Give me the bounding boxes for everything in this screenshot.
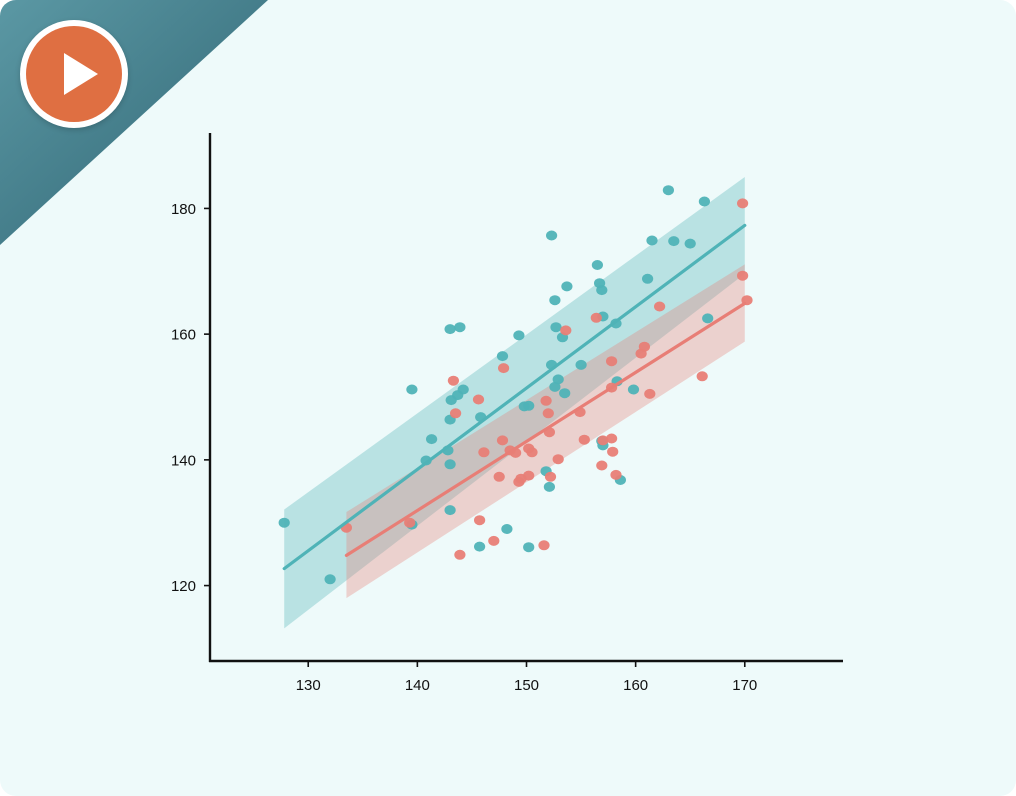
x-tick-label-160: 160 — [623, 677, 648, 694]
data-point-s2-30 — [596, 460, 608, 471]
data-point-s1-37 — [596, 285, 608, 296]
data-point-s2-3 — [447, 375, 459, 386]
data-point-s1-11 — [457, 384, 469, 395]
data-point-s2-41 — [696, 371, 708, 382]
data-point-s2-34 — [606, 356, 618, 367]
data-point-s2-5 — [454, 549, 466, 560]
data-point-s2-7 — [474, 515, 486, 526]
data-point-s1-17 — [474, 541, 486, 552]
data-point-s2-22 — [542, 408, 554, 419]
data-point-s2-8 — [478, 447, 490, 458]
data-point-s2-29 — [590, 312, 602, 323]
x-tick-label-140: 140 — [405, 677, 430, 694]
data-point-s1-43 — [642, 273, 654, 284]
data-point-s1-49 — [702, 313, 714, 324]
data-point-s1-31 — [561, 281, 573, 292]
data-point-s1-25 — [546, 230, 558, 241]
data-point-s1-33 — [543, 481, 556, 492]
data-point-s2-42 — [737, 198, 749, 209]
data-point-s2-17 — [523, 470, 535, 481]
regression-line-1 — [282, 223, 747, 571]
y-tick-label-120: 120 — [171, 578, 196, 595]
data-point-s1-5 — [426, 434, 438, 445]
confidence-band-1 — [284, 177, 745, 629]
data-point-s1-45 — [662, 185, 675, 196]
regression-line-2 — [344, 301, 747, 558]
regression-lines — [282, 223, 747, 571]
data-point-s1-27 — [549, 381, 561, 392]
data-point-s1-51 — [575, 359, 587, 370]
data-point-s2-25 — [552, 454, 564, 465]
data-point-s1-44 — [646, 235, 658, 246]
data-point-s1-18 — [496, 351, 509, 362]
data-point-s1-30 — [559, 388, 571, 399]
y-tick-label-140: 140 — [171, 452, 196, 469]
data-point-s2-6 — [472, 394, 485, 405]
data-point-s1-14 — [444, 505, 456, 516]
data-point-s1-48 — [698, 196, 711, 207]
play-button-face[interactable] — [26, 26, 122, 122]
data-point-s2-39 — [644, 388, 656, 399]
data-point-s2-38 — [638, 341, 651, 352]
data-point-s1-23 — [523, 542, 535, 553]
data-point-s2-2 — [404, 517, 416, 528]
y-tick-label-160: 160 — [171, 327, 196, 344]
data-point-s1-46 — [668, 236, 680, 247]
data-point-s2-21 — [540, 395, 552, 406]
data-point-s1-26 — [549, 295, 561, 306]
data-point-s2-32 — [606, 433, 618, 444]
data-point-s1-1 — [278, 517, 290, 528]
data-point-s2-20 — [538, 540, 550, 551]
data-point-s1-19 — [501, 524, 513, 534]
x-tick-label-150: 150 — [514, 677, 539, 694]
data-point-s2-10 — [493, 471, 505, 482]
data-point-s1-2 — [324, 574, 336, 585]
data-point-s1-20 — [513, 330, 525, 341]
data-point-s1-52 — [627, 384, 640, 395]
y-tick-label-180: 180 — [171, 201, 196, 218]
data-point-s1-28 — [552, 374, 564, 385]
data-point-s2-36 — [610, 469, 622, 480]
data-point-s2-24 — [544, 471, 557, 482]
data-point-s1-13 — [454, 322, 466, 333]
data-point-s1-34 — [591, 260, 604, 270]
play-icon — [64, 53, 98, 95]
data-point-s1-22 — [523, 400, 535, 411]
x-tick-label-130: 130 — [296, 677, 321, 694]
axes: 130 140 150 160 170 120 140 160 180 — [171, 133, 843, 694]
data-point-s2-40 — [654, 301, 666, 312]
data-point-s1-3 — [406, 384, 418, 395]
data-point-s1-12 — [444, 324, 456, 335]
data-point-s2-26 — [560, 325, 572, 336]
data-point-s2-9 — [488, 535, 500, 546]
data-point-s1-29 — [550, 322, 562, 333]
data-point-s2-31 — [597, 435, 609, 446]
data-point-s1-15 — [444, 459, 456, 470]
data-point-s2-11 — [496, 435, 509, 446]
data-point-s2-19 — [526, 447, 538, 458]
x-tick-label-170: 170 — [732, 677, 757, 694]
data-point-s2-33 — [607, 446, 619, 457]
data-point-s1-47 — [684, 238, 696, 249]
play-button[interactable] — [20, 20, 128, 128]
data-point-s2-4 — [450, 408, 462, 419]
data-point-s2-43 — [737, 270, 749, 281]
data-point-s2-28 — [578, 434, 590, 445]
data-point-s2-12 — [498, 363, 510, 374]
